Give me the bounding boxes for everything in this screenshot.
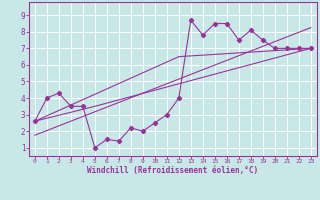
X-axis label: Windchill (Refroidissement éolien,°C): Windchill (Refroidissement éolien,°C) (87, 166, 258, 175)
